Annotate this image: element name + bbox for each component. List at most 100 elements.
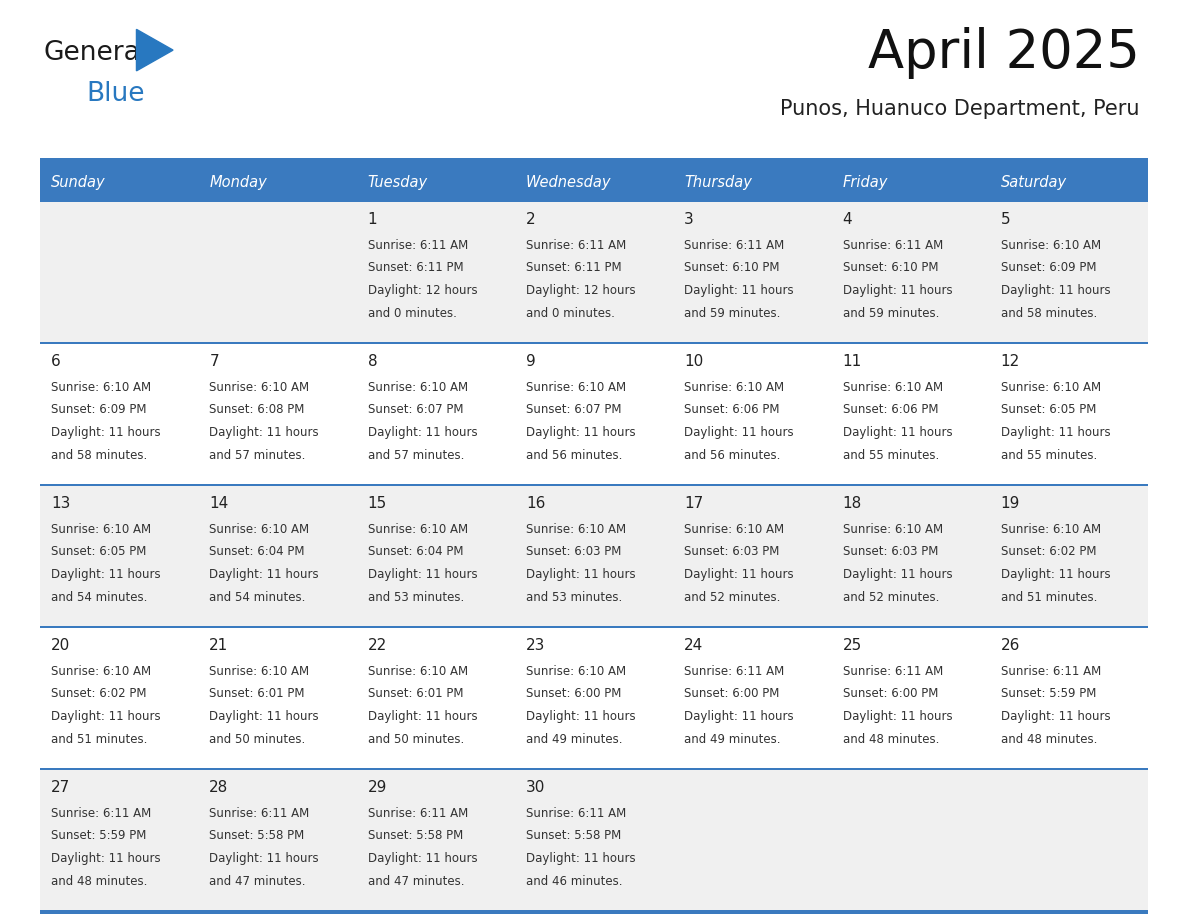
Text: Sunset: 6:03 PM: Sunset: 6:03 PM [526,545,621,558]
Text: and 58 minutes.: and 58 minutes. [1000,307,1097,319]
Text: Daylight: 11 hours: Daylight: 11 hours [209,710,320,723]
Text: 12: 12 [1000,353,1020,369]
Text: and 57 minutes.: and 57 minutes. [209,449,305,462]
Text: Saturday: Saturday [1000,175,1067,190]
Text: Daylight: 11 hours: Daylight: 11 hours [684,426,794,439]
Text: Sunset: 6:09 PM: Sunset: 6:09 PM [51,403,146,416]
Text: Punos, Huanuco Department, Peru: Punos, Huanuco Department, Peru [781,99,1139,119]
Text: Sunset: 6:02 PM: Sunset: 6:02 PM [1000,545,1097,558]
Text: Daylight: 11 hours: Daylight: 11 hours [526,710,636,723]
Text: Daylight: 11 hours: Daylight: 11 hours [51,568,160,581]
Text: Sunset: 6:01 PM: Sunset: 6:01 PM [367,688,463,700]
Text: Sunrise: 6:10 AM: Sunrise: 6:10 AM [1000,381,1101,394]
Text: Daylight: 11 hours: Daylight: 11 hours [209,426,320,439]
Text: Sunrise: 6:11 AM: Sunrise: 6:11 AM [367,807,468,820]
Text: Sunrise: 6:10 AM: Sunrise: 6:10 AM [51,381,151,394]
Text: Sunrise: 6:11 AM: Sunrise: 6:11 AM [209,807,310,820]
Text: Sunrise: 6:10 AM: Sunrise: 6:10 AM [209,381,310,394]
Text: Daylight: 11 hours: Daylight: 11 hours [1000,568,1111,581]
Text: Sunrise: 6:10 AM: Sunrise: 6:10 AM [684,381,784,394]
Text: Daylight: 11 hours: Daylight: 11 hours [526,568,636,581]
Text: and 52 minutes.: and 52 minutes. [842,591,939,604]
Text: Sunrise: 6:10 AM: Sunrise: 6:10 AM [51,522,151,535]
Text: 14: 14 [209,496,228,510]
Text: and 59 minutes.: and 59 minutes. [842,307,939,319]
Text: and 54 minutes.: and 54 minutes. [209,591,305,604]
Text: Daylight: 11 hours: Daylight: 11 hours [51,710,160,723]
Text: Daylight: 11 hours: Daylight: 11 hours [367,426,478,439]
Text: Sunset: 5:59 PM: Sunset: 5:59 PM [1000,688,1097,700]
Text: and 49 minutes.: and 49 minutes. [684,733,781,745]
Text: Sunrise: 6:10 AM: Sunrise: 6:10 AM [209,522,310,535]
Text: Thursday: Thursday [684,175,752,190]
Text: 21: 21 [209,638,228,653]
Text: 1: 1 [367,212,378,227]
Text: 18: 18 [842,496,861,510]
Text: Sunset: 6:09 PM: Sunset: 6:09 PM [1000,262,1097,274]
Text: Sunset: 6:11 PM: Sunset: 6:11 PM [526,262,621,274]
Text: 24: 24 [684,638,703,653]
Text: Sunset: 6:10 PM: Sunset: 6:10 PM [684,262,779,274]
Text: Sunrise: 6:11 AM: Sunrise: 6:11 AM [842,665,943,677]
Text: Daylight: 11 hours: Daylight: 11 hours [1000,426,1111,439]
Text: and 54 minutes.: and 54 minutes. [51,591,147,604]
Text: Daylight: 11 hours: Daylight: 11 hours [842,568,952,581]
Text: and 50 minutes.: and 50 minutes. [209,733,305,745]
Text: 10: 10 [684,353,703,369]
Text: Daylight: 11 hours: Daylight: 11 hours [684,284,794,297]
Text: Tuesday: Tuesday [367,175,428,190]
Text: 29: 29 [367,779,387,795]
Text: Sunrise: 6:10 AM: Sunrise: 6:10 AM [1000,239,1101,252]
Text: 8: 8 [367,353,378,369]
Text: Daylight: 12 hours: Daylight: 12 hours [526,284,636,297]
Text: and 47 minutes.: and 47 minutes. [209,875,305,888]
Text: Daylight: 11 hours: Daylight: 11 hours [367,852,478,865]
Text: and 0 minutes.: and 0 minutes. [526,307,615,319]
Text: 25: 25 [842,638,861,653]
Text: 23: 23 [526,638,545,653]
Text: Sunset: 6:05 PM: Sunset: 6:05 PM [51,545,146,558]
Text: Sunrise: 6:11 AM: Sunrise: 6:11 AM [51,807,151,820]
Text: Sunrise: 6:11 AM: Sunrise: 6:11 AM [1000,665,1101,677]
Text: General: General [43,40,147,66]
Text: 30: 30 [526,779,545,795]
Text: Daylight: 11 hours: Daylight: 11 hours [367,568,478,581]
Text: 5: 5 [1000,212,1011,227]
Text: and 0 minutes.: and 0 minutes. [367,307,456,319]
Text: Daylight: 11 hours: Daylight: 11 hours [526,852,636,865]
Text: Sunrise: 6:11 AM: Sunrise: 6:11 AM [526,239,626,252]
Text: Sunrise: 6:10 AM: Sunrise: 6:10 AM [526,522,626,535]
Text: Sunrise: 6:10 AM: Sunrise: 6:10 AM [367,665,468,677]
Text: and 48 minutes.: and 48 minutes. [1000,733,1098,745]
Text: and 58 minutes.: and 58 minutes. [51,449,147,462]
Text: and 53 minutes.: and 53 minutes. [526,591,623,604]
Text: Sunset: 6:00 PM: Sunset: 6:00 PM [842,688,937,700]
Text: Sunset: 6:06 PM: Sunset: 6:06 PM [684,403,779,416]
Text: 16: 16 [526,496,545,510]
Text: 28: 28 [209,779,228,795]
Text: Sunrise: 6:10 AM: Sunrise: 6:10 AM [526,381,626,394]
Text: and 46 minutes.: and 46 minutes. [526,875,623,888]
Text: Sunrise: 6:10 AM: Sunrise: 6:10 AM [526,665,626,677]
Text: Sunset: 5:58 PM: Sunset: 5:58 PM [526,829,621,843]
Text: Sunset: 6:00 PM: Sunset: 6:00 PM [684,688,779,700]
Text: Sunset: 6:07 PM: Sunset: 6:07 PM [367,403,463,416]
Text: Daylight: 11 hours: Daylight: 11 hours [842,284,952,297]
Text: Sunrise: 6:11 AM: Sunrise: 6:11 AM [367,239,468,252]
Text: Sunset: 6:11 PM: Sunset: 6:11 PM [367,262,463,274]
Text: Sunrise: 6:11 AM: Sunrise: 6:11 AM [526,807,626,820]
Text: Blue: Blue [87,82,145,107]
Text: and 49 minutes.: and 49 minutes. [526,733,623,745]
Text: Sunrise: 6:11 AM: Sunrise: 6:11 AM [842,239,943,252]
Text: Sunset: 6:06 PM: Sunset: 6:06 PM [842,403,939,416]
Text: Sunset: 6:04 PM: Sunset: 6:04 PM [367,545,463,558]
Text: Sunset: 6:03 PM: Sunset: 6:03 PM [684,545,779,558]
Text: Sunrise: 6:11 AM: Sunrise: 6:11 AM [684,665,784,677]
Text: Sunrise: 6:10 AM: Sunrise: 6:10 AM [842,381,942,394]
Text: Daylight: 11 hours: Daylight: 11 hours [1000,284,1111,297]
Text: 19: 19 [1000,496,1020,510]
Text: Sunset: 6:00 PM: Sunset: 6:00 PM [526,688,621,700]
Text: 26: 26 [1000,638,1020,653]
Text: Sunset: 6:05 PM: Sunset: 6:05 PM [1000,403,1097,416]
Text: and 52 minutes.: and 52 minutes. [684,591,781,604]
